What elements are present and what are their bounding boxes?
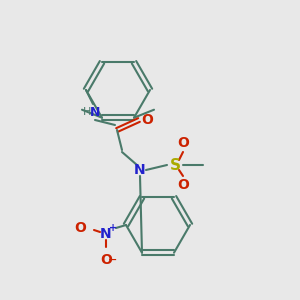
Text: O: O: [100, 253, 112, 267]
Text: O: O: [74, 221, 86, 235]
Text: O: O: [177, 178, 189, 192]
Text: H: H: [83, 107, 91, 117]
Text: N: N: [100, 227, 112, 241]
Text: O: O: [141, 113, 153, 127]
Text: O: O: [177, 136, 189, 150]
Text: N: N: [134, 163, 146, 177]
Text: S: S: [169, 158, 181, 172]
Text: −: −: [108, 255, 118, 265]
Text: +: +: [109, 223, 117, 233]
Text: N: N: [90, 106, 100, 118]
